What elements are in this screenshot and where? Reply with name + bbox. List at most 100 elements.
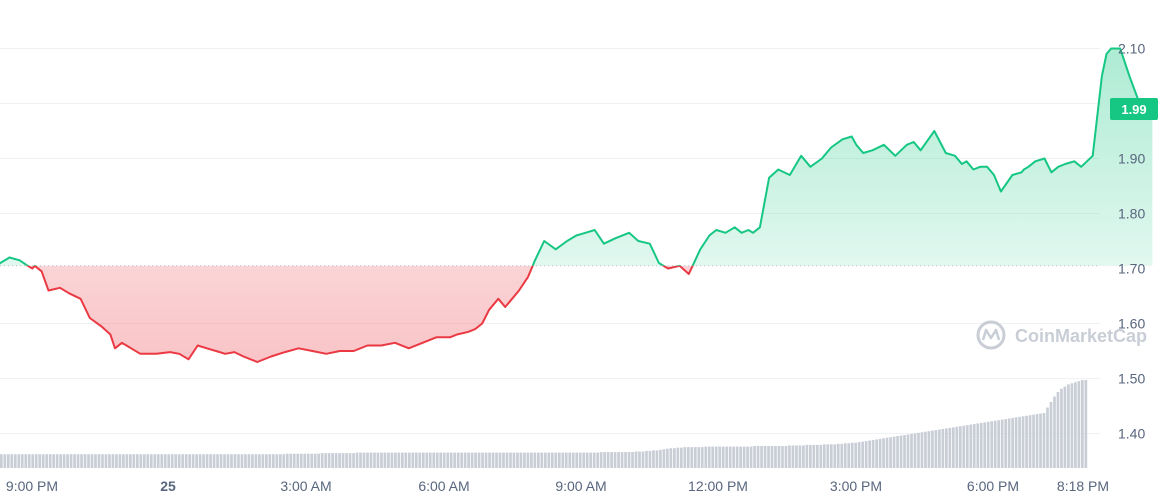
- volume-bar: [181, 454, 185, 468]
- volume-bar: [101, 454, 104, 468]
- volume-bar: [753, 446, 756, 468]
- volume-bar: [585, 452, 589, 468]
- volume-bar: [366, 452, 369, 468]
- volume-bar: [700, 447, 704, 468]
- volume-bar: [526, 452, 530, 468]
- volume-bar: [463, 452, 467, 468]
- volume-bar: [955, 426, 959, 468]
- volume-bar: [139, 454, 143, 468]
- volume-bar: [714, 446, 718, 468]
- volume-bar: [927, 431, 931, 468]
- volume-bar: [530, 452, 533, 468]
- volume-bar: [903, 435, 906, 468]
- volume-bar: [913, 433, 917, 468]
- volume-bar: [174, 454, 178, 468]
- volume-bar: [425, 452, 429, 468]
- volume-bar: [990, 421, 994, 468]
- volume-bar: [477, 452, 481, 468]
- volume-bar: [247, 454, 251, 468]
- volume-bar: [278, 454, 282, 468]
- volume-bar: [216, 454, 219, 468]
- volume-bar: [882, 438, 885, 468]
- volume-bar: [540, 452, 544, 468]
- volume-bar: [732, 446, 735, 468]
- volume-bar: [442, 452, 446, 468]
- volume-bar: [355, 452, 359, 468]
- volume-bar: [69, 454, 73, 468]
- volume-bar: [1035, 414, 1039, 468]
- volume-bar: [965, 425, 969, 468]
- volume-bar: [132, 454, 136, 468]
- volume-bar: [163, 454, 167, 468]
- volume-bar: [847, 443, 851, 468]
- volume-bar: [655, 450, 659, 468]
- volume-bar: [673, 448, 676, 468]
- y-tick-label: 1.50: [1118, 371, 1145, 387]
- volume-bar: [547, 452, 551, 468]
- x-tick-label: 6:00 AM: [418, 478, 469, 494]
- volume-bar: [285, 453, 289, 468]
- volume-bar: [704, 446, 708, 468]
- volume-bar: [1056, 392, 1060, 468]
- volume-bar: [819, 444, 823, 468]
- volume-bar: [829, 444, 833, 468]
- volume-bar: [836, 443, 840, 468]
- volume-bar: [90, 454, 94, 468]
- volume-bar: [226, 454, 230, 468]
- volume-bar: [94, 454, 97, 468]
- volume-bar: [212, 454, 216, 468]
- volume-bar: [345, 453, 348, 468]
- volume-bar: [812, 444, 816, 468]
- volume-bar: [610, 452, 613, 468]
- volume-bar: [502, 452, 505, 468]
- coinmarketcap-logo-icon: [976, 320, 1006, 350]
- volume-bar: [676, 447, 680, 468]
- volume-bar: [205, 454, 209, 468]
- volume-bar: [118, 454, 122, 468]
- volume-bar: [289, 453, 293, 468]
- volume-bar: [27, 454, 31, 468]
- volume-bar: [986, 421, 990, 468]
- volume-bar: [686, 447, 690, 468]
- volume-bar: [777, 446, 781, 468]
- volume-bar: [383, 452, 387, 468]
- volume-bar: [652, 450, 655, 468]
- volume-bar: [160, 454, 164, 468]
- volume-bar: [122, 454, 125, 468]
- volume-bar: [512, 452, 516, 468]
- volume-bar: [680, 447, 683, 468]
- volume-bar: [718, 446, 722, 468]
- volume-bar: [408, 452, 411, 468]
- volume-bar: [13, 454, 17, 468]
- volume-bar: [861, 441, 865, 468]
- volume-bar: [523, 452, 526, 468]
- volume-bar: [24, 454, 28, 468]
- volume-bar: [191, 454, 195, 468]
- volume-bar: [599, 452, 603, 468]
- volume-bar: [184, 454, 188, 468]
- volume-bar: [707, 446, 711, 468]
- volume-bar: [1067, 384, 1070, 468]
- volume-bar: [76, 454, 80, 468]
- x-axis: 9:00 PM 25 3:00 AM 6:00 AM 9:00 AM 12:00 PM 3:…: [6, 478, 1109, 494]
- volume-bar: [41, 454, 45, 468]
- volume-bar: [979, 422, 983, 468]
- volume-bar: [728, 446, 732, 468]
- volume-bar: [1081, 380, 1084, 468]
- volume-bar: [871, 439, 875, 468]
- volume-bar: [268, 454, 272, 468]
- volume-bar: [223, 454, 226, 468]
- volume-bar: [582, 452, 586, 468]
- volume-bar: [854, 442, 858, 468]
- volume-bar: [6, 454, 10, 468]
- volume-bar: [390, 452, 394, 468]
- volume-bar: [561, 452, 565, 468]
- volume-bar: [864, 441, 868, 468]
- volume-bar: [617, 452, 620, 468]
- volume-bar: [603, 452, 606, 468]
- current-price-label: 1.99: [1121, 102, 1146, 117]
- volume-bar: [739, 446, 742, 468]
- volume-bar: [735, 446, 739, 468]
